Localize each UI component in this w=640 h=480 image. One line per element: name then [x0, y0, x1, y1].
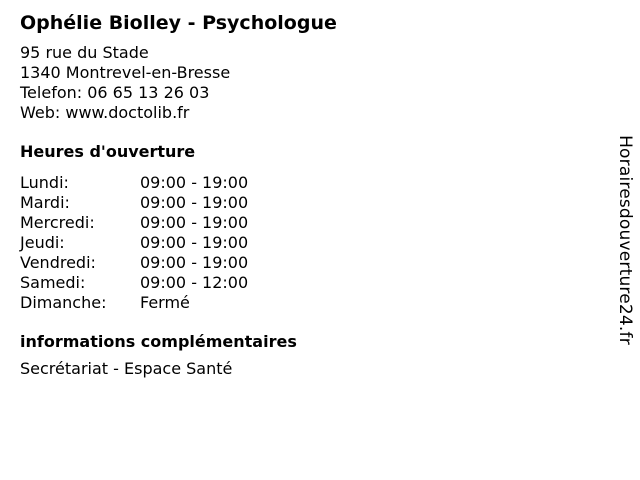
phone-line: Telefon: 06 65 13 26 03: [20, 83, 210, 102]
extra-info-text: Secrétariat - Espace Santé: [20, 359, 233, 378]
hours-row-thursday: Jeudi: 09:00 - 19:00: [20, 233, 640, 253]
web-line: Web: www.doctolib.fr: [20, 103, 190, 122]
business-info-card: Ophélie Biolley - Psychologue 95 rue du …: [20, 12, 640, 378]
time-value: 09:00 - 19:00: [140, 213, 249, 232]
day-label: Mercredi:: [20, 213, 95, 232]
address-city: 1340 Montrevel-en-Bresse: [20, 63, 231, 82]
hours-row-friday: Vendredi: 09:00 - 19:00: [20, 253, 640, 273]
time-value: Fermé: [140, 293, 190, 312]
day-label: Mardi:: [20, 193, 70, 212]
time-value: 09:00 - 19:00: [140, 253, 249, 272]
hours-row-sunday: Dimanche: Fermé: [20, 293, 640, 313]
address-block: 95 rue du Stade 1340 Montrevel-en-Bresse…: [20, 43, 640, 123]
watermark-vertical-text: Horairesdouverture24.fr: [615, 135, 635, 345]
address-street: 95 rue du Stade: [20, 43, 149, 62]
day-label: Lundi:: [20, 173, 69, 192]
day-label: Vendredi:: [20, 253, 96, 272]
day-label: Jeudi:: [20, 233, 65, 252]
hours-row-saturday: Samedi: 09:00 - 12:00: [20, 273, 640, 293]
page-title: Ophélie Biolley - Psychologue: [20, 12, 337, 34]
hours-row-tuesday: Mardi: 09:00 - 19:00: [20, 193, 640, 213]
day-label: Samedi:: [20, 273, 86, 292]
time-value: 09:00 - 19:00: [140, 193, 249, 212]
hours-table: Lundi: 09:00 - 19:00 Mardi: 09:00 - 19:0…: [20, 173, 640, 313]
hours-row-wednesday: Mercredi: 09:00 - 19:00: [20, 213, 640, 233]
time-value: 09:00 - 12:00: [140, 273, 249, 292]
time-value: 09:00 - 19:00: [140, 173, 249, 192]
day-label: Dimanche:: [20, 293, 107, 312]
hours-heading: Heures d'ouverture: [20, 142, 196, 161]
extra-info-heading: informations complémentaires: [20, 332, 297, 351]
hours-row-monday: Lundi: 09:00 - 19:00: [20, 173, 640, 193]
time-value: 09:00 - 19:00: [140, 233, 249, 252]
